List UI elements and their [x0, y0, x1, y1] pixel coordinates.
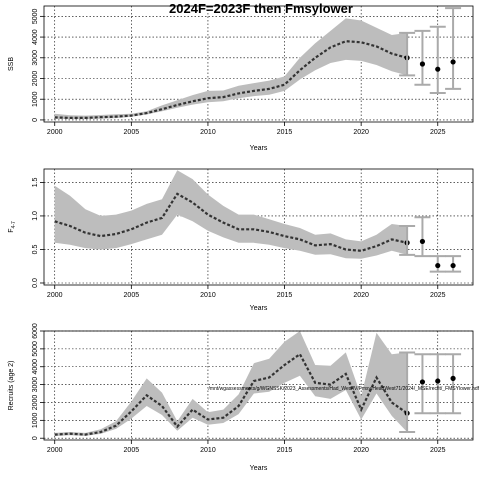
confidence-band: [54, 18, 408, 120]
y-tick-label: 6000: [32, 323, 39, 339]
projection-point: [419, 379, 426, 385]
y-axis-label: Recruits (age 2): [8, 361, 15, 411]
y-tick-label: 1000: [32, 91, 39, 107]
x-tick-label: 2010: [200, 292, 216, 299]
x-axis-label: Years: [250, 145, 268, 152]
x-tick-label: 2010: [200, 129, 216, 136]
projection-point: [435, 262, 441, 269]
y-tick-label: 0.0: [32, 278, 39, 288]
estimate-line: [54, 40, 408, 120]
x-axis-label: Years: [250, 305, 268, 312]
x-tick-label: 2005: [124, 447, 140, 454]
x-tick-label: 2000: [47, 129, 63, 136]
panels: 2000 2005 2010 2015 2020 20250100020003000400…: [8, 5, 480, 472]
y-tick-label: 1.0: [32, 211, 39, 221]
x-tick-label: 2010: [200, 447, 216, 454]
x-tick-label: 2020: [353, 129, 369, 136]
y-tick-label: 1000: [32, 412, 39, 428]
y-tick-label: 4000: [32, 359, 39, 375]
x-tick-label: 2005: [124, 292, 140, 299]
y-tick-label: 5000: [32, 341, 39, 357]
y-tick-label: 2000: [32, 71, 39, 87]
estimate-line: [54, 192, 408, 252]
x-tick-label: 2025: [430, 292, 446, 299]
y-axis-label: SSB: [8, 57, 15, 71]
y-tick-label: 2000: [32, 395, 39, 411]
x-tick-label: 2000: [47, 447, 63, 454]
projection-point: [450, 262, 456, 269]
confidence-band: [54, 170, 408, 259]
x-tick-label: 2020: [353, 292, 369, 299]
projection-point: [435, 378, 441, 384]
annotation-text: /mnt/wgassessments/g/WGNSSK/2023_Assessm…: [209, 386, 480, 392]
plot-frame: [43, 168, 474, 286]
y-tick-label: 4000: [32, 29, 39, 45]
projection-point: [450, 375, 456, 381]
plot-frame: [43, 330, 474, 441]
projection-point: [419, 61, 426, 67]
estimate-line: [54, 352, 408, 436]
chart-panel-3: 2000 2005 2010 2015 2020 20250100020003000400…: [8, 323, 480, 472]
x-tick-label: 2020: [353, 447, 369, 454]
y-tick-label: 0: [32, 436, 39, 440]
chart-panel-2: 2000 2005 2010 2015 2020 2025 0.0 0.5 1.0 1.5 Year…: [8, 168, 474, 312]
x-tick-label: 2005: [124, 129, 140, 136]
projection-point: [435, 66, 441, 72]
y-tick-label: 3000: [32, 377, 39, 393]
chart-panel-1: 2000 2005 2010 2015 2020 2025 0 1000 2000 3000 400…: [8, 5, 474, 152]
y-axis-label-subscript: 4-7: [11, 221, 17, 228]
x-tick-label: 2015: [277, 292, 293, 299]
x-tick-label: 2000: [47, 292, 63, 299]
projection-point: [450, 59, 456, 65]
plot-frame: [43, 5, 474, 123]
y-tick-label: 0.5: [32, 244, 39, 254]
x-tick-label: 2025: [430, 129, 446, 136]
x-tick-label: 2025: [430, 447, 446, 454]
y-tick-label: 5000: [32, 8, 39, 24]
x-tick-label: 2015: [277, 129, 293, 136]
figure-title: 2024F=2023F then Fmsylower: [169, 1, 353, 16]
confidence-band: [54, 331, 408, 437]
y-tick-label: 1.5: [32, 177, 39, 187]
x-axis-label: Years: [250, 465, 268, 472]
x-tick-label: 2015: [277, 447, 293, 454]
y-tick-label: 3000: [32, 50, 39, 66]
y-tick-label: 0: [32, 118, 39, 122]
projection-point: [419, 238, 426, 245]
y-axis-label: F4-7: [8, 221, 17, 233]
